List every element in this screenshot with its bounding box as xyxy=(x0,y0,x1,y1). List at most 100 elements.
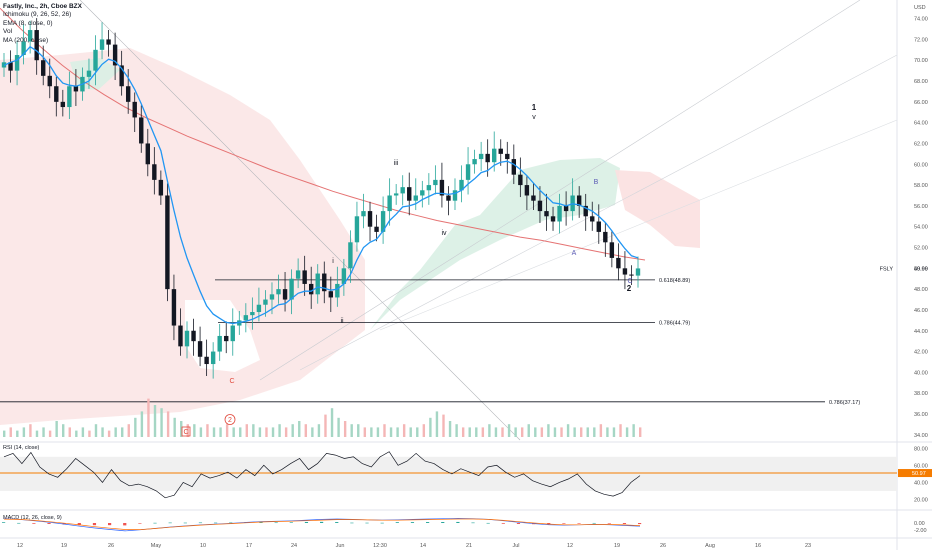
volume-bar xyxy=(62,424,65,437)
ichimoku-cloud xyxy=(0,48,700,425)
candle-body xyxy=(544,211,549,217)
time-axis[interactable]: 12 19 26 May 10 17 24 Jun 12:30 14 21 Jul 12 19 26 Aug 1… xyxy=(0,537,932,549)
price-tick: 56.00 xyxy=(914,204,928,210)
chart-title[interactable]: Fastly, Inc., 2h, Cboe BZX xyxy=(3,3,82,10)
volume-bar xyxy=(153,405,157,437)
macd-hist-bar xyxy=(456,521,460,523)
volume-bar xyxy=(212,427,216,437)
wave-label: C xyxy=(229,378,234,385)
volume-bar xyxy=(343,421,347,437)
volume-bar xyxy=(599,424,603,437)
macd-hist-bar xyxy=(562,523,566,524)
volume-bar xyxy=(193,424,196,437)
candle-body xyxy=(328,291,334,298)
volume-bar xyxy=(494,427,498,437)
price-tick: 58.00 xyxy=(914,183,928,189)
volume-bar xyxy=(422,424,426,437)
rsi-title: RSI (14, close) xyxy=(3,445,40,451)
wave-label: ii xyxy=(340,318,344,325)
volume-bar xyxy=(298,421,301,437)
candle-body xyxy=(407,187,412,201)
legend-ma[interactable]: MA (200, close) xyxy=(3,36,49,44)
candle-body xyxy=(596,221,601,232)
macd-hist-bar xyxy=(350,522,354,524)
time-tick: May xyxy=(151,543,162,549)
candle-body xyxy=(452,190,458,201)
candle-body xyxy=(14,55,20,71)
volume-bar xyxy=(606,427,609,437)
candle-body xyxy=(629,274,634,276)
candle-body xyxy=(210,351,216,365)
volume-bar xyxy=(435,411,439,437)
volume-bar xyxy=(29,424,32,437)
candle-body xyxy=(263,299,268,305)
wave-label: iv xyxy=(441,230,447,237)
volume-bar xyxy=(3,430,6,437)
price-tick: 72.00 xyxy=(914,37,928,43)
time-tick: Jun xyxy=(336,543,345,549)
volume-bar xyxy=(455,424,458,437)
volume-bar xyxy=(206,424,209,437)
cloud-bearish-future xyxy=(615,170,700,248)
volume-bar xyxy=(389,427,393,437)
downtrend-line xyxy=(79,0,521,441)
ma200-path xyxy=(0,7,646,261)
macd-line xyxy=(3,517,641,532)
candle-body xyxy=(433,179,438,186)
candle-body xyxy=(145,143,150,165)
legend-ema[interactable]: EMA (8, close, 0) xyxy=(3,19,53,27)
volume-bar xyxy=(42,427,45,437)
volume-bar xyxy=(317,424,321,437)
macd-hist-bar xyxy=(153,522,157,524)
candle-body xyxy=(537,200,543,212)
candle-body xyxy=(511,159,517,175)
macd-hist-bar xyxy=(380,522,384,524)
time-tick: 12 xyxy=(567,543,573,549)
wave-label: C xyxy=(627,278,632,285)
candle-body xyxy=(616,257,621,269)
time-tick: 14 xyxy=(420,543,426,549)
volume-bar xyxy=(22,427,26,437)
candle-body xyxy=(171,289,177,326)
macd-hist-bar xyxy=(335,522,339,523)
rsi-last-badge xyxy=(898,469,932,478)
legend-ichimoku[interactable]: Ichimoku (9, 26, 52, 26) xyxy=(3,11,72,19)
fib-label: 0.618(48.89) xyxy=(659,278,690,284)
candle-body xyxy=(8,62,13,71)
candle-body xyxy=(178,325,183,347)
cloud-gap xyxy=(185,300,260,372)
volume-bar xyxy=(324,414,327,437)
candle-body xyxy=(165,195,170,290)
candle-body xyxy=(119,65,124,87)
volume-bar xyxy=(75,430,78,437)
candle-body xyxy=(354,216,360,243)
volume-bar xyxy=(173,417,176,437)
macd-hist-bar xyxy=(395,522,399,523)
candle-body xyxy=(308,283,314,295)
fib-label: 0.786(44.79) xyxy=(659,321,690,327)
volume-bar xyxy=(383,424,386,437)
candle-body xyxy=(217,335,222,352)
macd-hist-bar xyxy=(516,523,521,524)
macd-hist-bar xyxy=(486,522,490,524)
macd-hist-bar xyxy=(289,522,293,523)
candle-body xyxy=(387,195,392,212)
candle-body xyxy=(27,30,33,42)
candle-body xyxy=(289,278,294,300)
candle-body xyxy=(197,341,203,357)
candle-body xyxy=(478,153,484,160)
rsi-path xyxy=(3,451,641,499)
volume-bar xyxy=(534,427,537,437)
candle-body xyxy=(485,153,490,163)
macd-hist-bar xyxy=(501,523,505,524)
macd-tick: -2.00 xyxy=(914,528,927,534)
price-tick: 50.00 xyxy=(914,266,928,272)
time-tick: 23 xyxy=(805,543,811,549)
candle-body xyxy=(250,312,255,316)
volume-bar xyxy=(330,408,334,437)
legend-vol[interactable]: Vol xyxy=(3,28,13,36)
volume-bar xyxy=(284,427,288,437)
macd-pane: MACD (12, 26, close, 9) 0.00-2.00 xyxy=(0,509,932,534)
volume-bar xyxy=(350,424,353,437)
